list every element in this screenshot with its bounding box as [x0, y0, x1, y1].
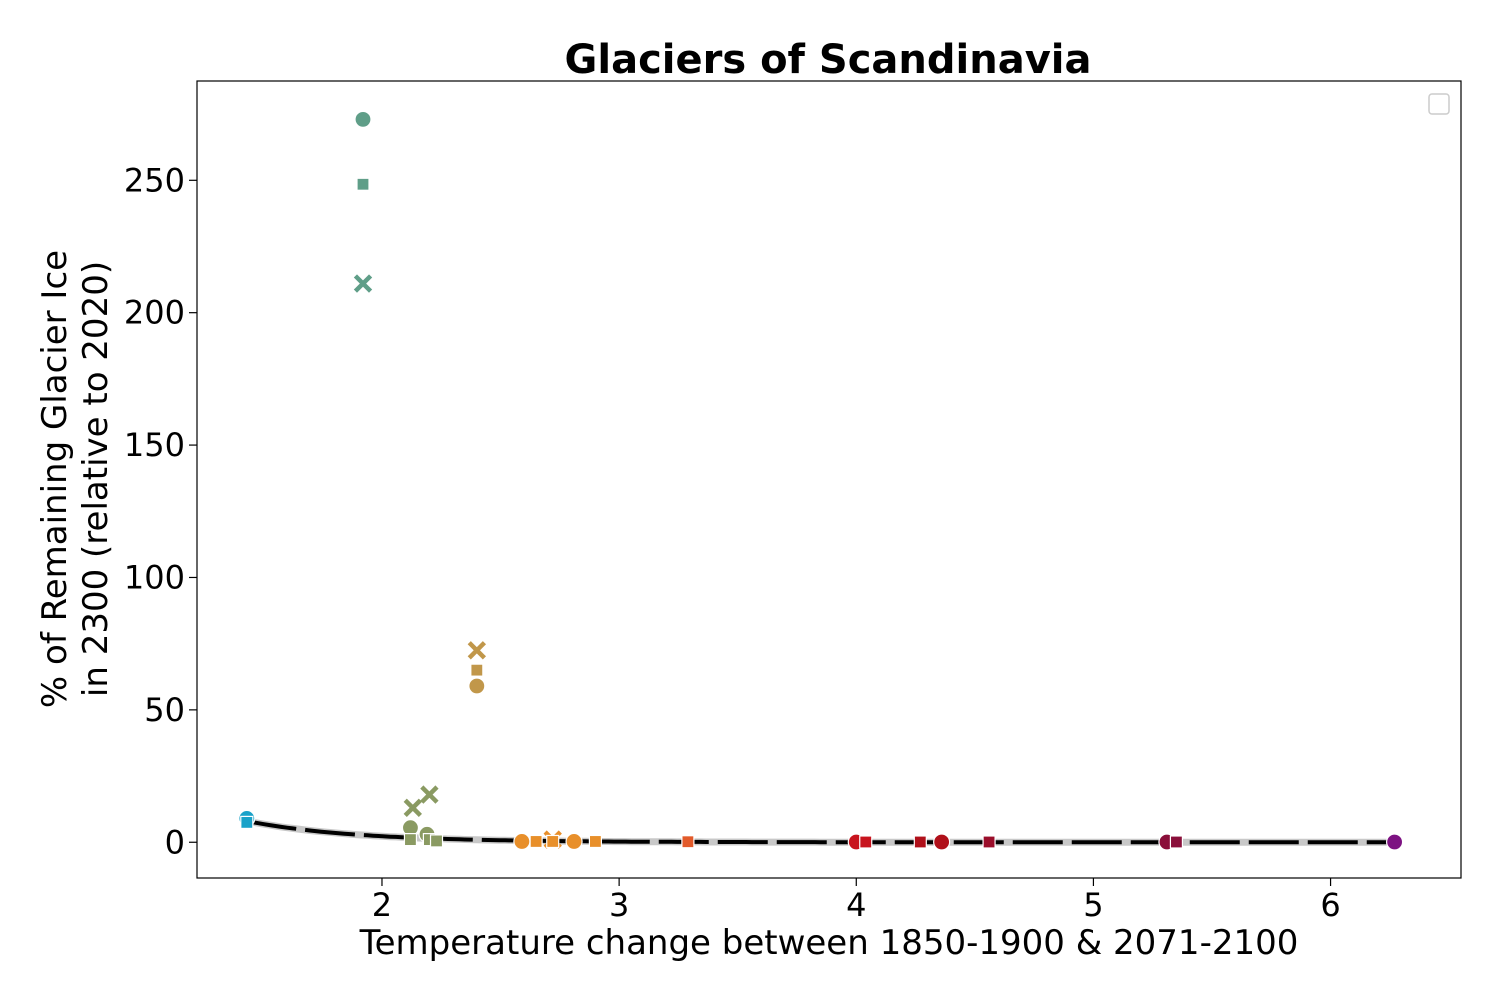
y-tick-label: 0 — [165, 823, 185, 861]
y-tick-label: 200 — [124, 294, 185, 332]
x-tick-label: 3 — [609, 886, 629, 924]
data-point-square — [429, 834, 444, 848]
data-point-circle — [354, 110, 372, 128]
x-tick-label: 4 — [846, 886, 866, 924]
data-point-square — [240, 815, 254, 829]
data-point-square — [1169, 835, 1184, 849]
data-point-square — [859, 835, 873, 849]
data-point-circle — [933, 833, 951, 851]
data-point-circle — [468, 677, 486, 695]
data-point-circle — [565, 832, 583, 851]
data-point-circle — [1385, 833, 1404, 851]
y-axis: 0 50 100 150 200 250 — [124, 161, 197, 861]
data-point-square — [529, 834, 543, 849]
data-point-square — [470, 663, 484, 677]
plot-frame — [196, 80, 1462, 879]
x-axis-label: Temperature change between 1850-1900 & 2… — [359, 923, 1299, 963]
data-point-square — [588, 834, 603, 849]
data-point-square — [356, 177, 370, 191]
y-tick-label: 50 — [144, 691, 185, 729]
data-point-circle — [513, 832, 531, 851]
x-tick-label: 5 — [1083, 886, 1103, 924]
data-point-square — [913, 835, 927, 849]
y-axis-label-line-1: % of Remaining Glacier Ice — [35, 250, 75, 708]
data-point-square — [681, 835, 695, 849]
x-tick-label: 2 — [372, 886, 392, 924]
plot-area — [238, 110, 1404, 851]
legend-box — [1428, 93, 1450, 115]
y-tick-label: 150 — [124, 426, 185, 464]
y-axis-label: % of Remaining Glacier Ice in 2300 (rela… — [35, 250, 116, 708]
data-point-square — [982, 835, 996, 849]
y-tick-label: 100 — [124, 558, 185, 596]
data-point-x — [467, 641, 487, 660]
data-point-x — [420, 785, 439, 804]
data-point-square — [403, 833, 418, 847]
y-axis-label-line-2: in 2300 (relative to 2020) — [76, 261, 116, 697]
data-point-x — [353, 274, 373, 293]
y-tick-label: 250 — [124, 161, 185, 199]
data-point-x — [403, 798, 422, 818]
x-axis: 2 3 4 5 6 — [372, 878, 1341, 924]
x-tick-label: 6 — [1320, 886, 1340, 924]
data-point-square — [546, 834, 560, 849]
chart-title: Glaciers of Scandinavia — [565, 37, 1092, 83]
